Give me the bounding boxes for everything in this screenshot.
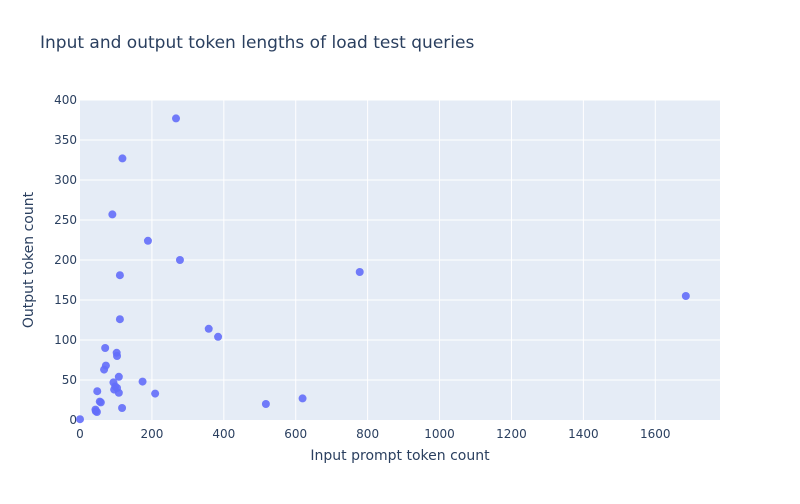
data-point[interactable] — [118, 404, 127, 412]
data-point[interactable] — [96, 398, 105, 407]
y-tick-label: 0 — [69, 413, 77, 427]
data-point[interactable] — [138, 377, 147, 386]
y-tick-label: 100 — [54, 333, 77, 347]
x-tick-label: 1600 — [640, 427, 671, 441]
x-tick-label: 1200 — [496, 427, 527, 441]
data-point[interactable] — [113, 352, 122, 360]
data-point[interactable] — [118, 154, 127, 163]
chart-title: Input and output token lengths of load t… — [40, 33, 475, 53]
data-point[interactable] — [681, 292, 690, 300]
x-tick-label: 0 — [76, 427, 84, 441]
x-tick-label: 200 — [140, 427, 163, 441]
y-axis-title: Output token count — [21, 191, 37, 328]
x-axis-title: Input prompt token count — [310, 448, 490, 464]
data-point[interactable] — [261, 400, 270, 408]
data-point[interactable] — [114, 372, 123, 381]
x-tick-label: 1000 — [424, 427, 455, 441]
data-point[interactable] — [108, 210, 117, 219]
y-tick-label: 150 — [54, 293, 77, 307]
data-point[interactable] — [92, 408, 101, 416]
y-tick-label: 50 — [62, 373, 77, 387]
data-point[interactable] — [76, 415, 84, 424]
grid-lines — [80, 99, 720, 420]
data-point[interactable] — [172, 114, 180, 123]
data-point[interactable] — [143, 236, 152, 245]
tick-labels: 0 200 400 600 800 1000 1200 1400 1600 0 50 100 150 20… — [54, 93, 670, 441]
data-points — [76, 114, 690, 424]
data-point[interactable] — [298, 394, 307, 403]
x-tick-label: 400 — [212, 427, 235, 441]
data-point[interactable] — [93, 387, 102, 396]
data-point[interactable] — [151, 389, 160, 398]
y-tick-label: 400 — [54, 93, 77, 107]
data-point[interactable] — [115, 271, 124, 280]
x-tick-label: 600 — [284, 427, 307, 441]
y-tick-label: 350 — [54, 133, 77, 147]
y-tick-label: 200 — [54, 253, 77, 267]
data-point[interactable] — [214, 332, 223, 341]
data-point[interactable] — [100, 365, 109, 374]
data-point[interactable] — [355, 268, 364, 276]
data-point[interactable] — [114, 388, 123, 397]
y-tick-label: 300 — [54, 173, 77, 187]
data-point[interactable] — [204, 324, 213, 333]
x-tick-label: 800 — [356, 427, 379, 441]
data-point[interactable] — [101, 344, 110, 352]
data-point[interactable] — [115, 315, 124, 324]
x-tick-label: 1400 — [568, 427, 599, 441]
y-tick-label: 250 — [54, 213, 77, 227]
data-point[interactable] — [175, 256, 184, 264]
